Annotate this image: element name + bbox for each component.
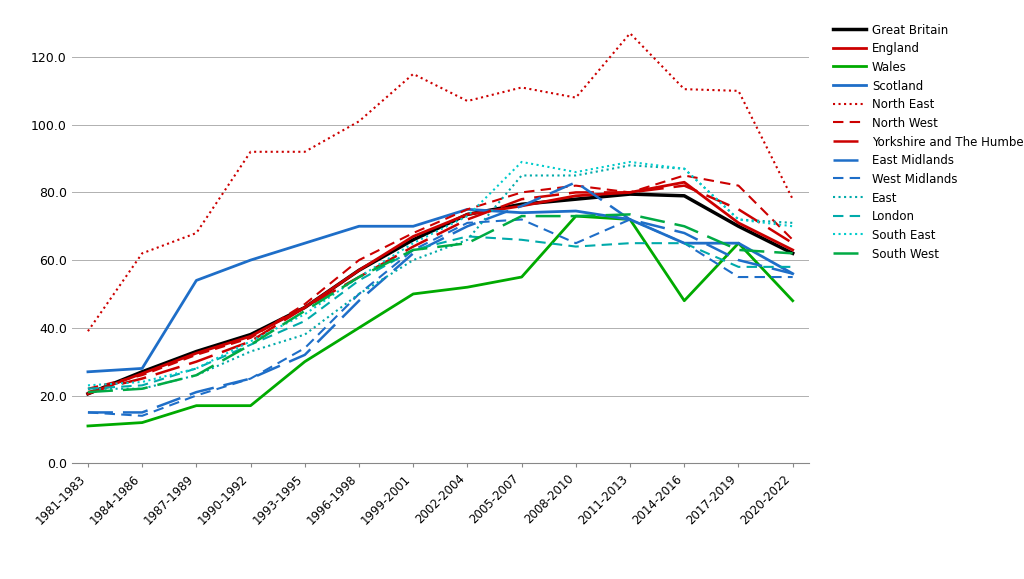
Legend: Great Britain, England, Wales, Scotland, North East, North West, Yorkshire and T: Great Britain, England, Wales, Scotland,… <box>829 20 1024 265</box>
